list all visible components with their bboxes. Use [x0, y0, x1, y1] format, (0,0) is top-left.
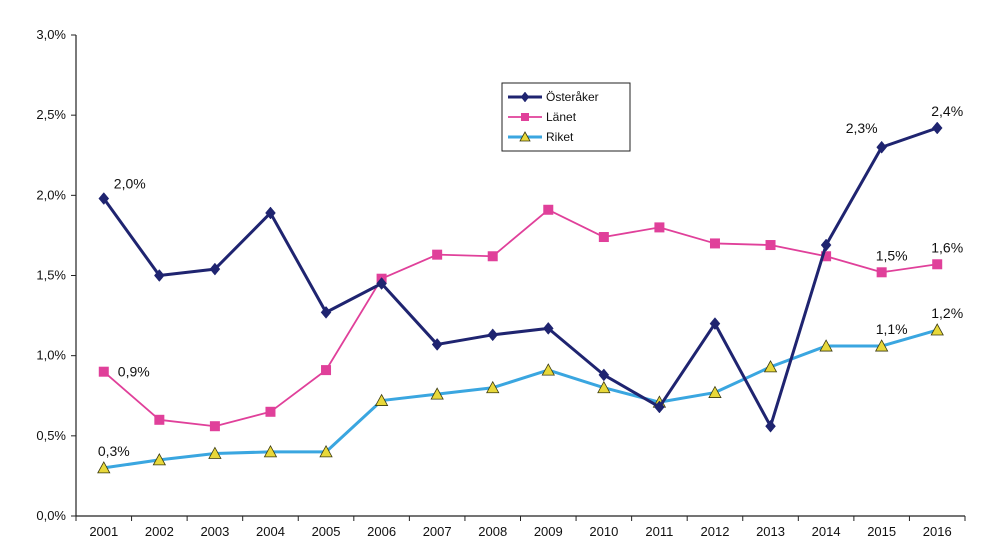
data-point: [598, 232, 609, 243]
data-point: [520, 91, 530, 103]
x-tick-label: 2014: [812, 524, 841, 539]
data-point: [876, 140, 887, 154]
data-point: [431, 338, 443, 351]
data-point: [543, 204, 554, 215]
series-line: [103, 208, 938, 428]
data-point: [432, 249, 443, 260]
data-label: 1,2%: [931, 305, 963, 321]
y-tick-label: 0,5%: [36, 428, 66, 443]
data-point: [519, 131, 531, 142]
x-tick-label: 2016: [923, 524, 952, 539]
data-point: [932, 259, 943, 270]
series-1: [98, 121, 943, 433]
legend-entry: Länet: [508, 110, 577, 124]
data-point: [154, 269, 165, 282]
data-point: [541, 363, 555, 376]
y-tick-label: 0,0%: [36, 508, 66, 523]
y-tick-label: 3,0%: [36, 27, 66, 42]
data-point: [654, 400, 665, 414]
data-point: [152, 453, 167, 466]
data-point: [709, 317, 721, 330]
data-point: [154, 414, 165, 425]
legend-label: Österåker: [546, 90, 599, 104]
x-tick-label: 2005: [312, 524, 341, 539]
data-point: [265, 206, 276, 220]
data-point: [876, 267, 887, 278]
data-point: [542, 322, 554, 335]
data-point: [931, 121, 943, 135]
data-point: [765, 240, 776, 251]
x-tick-label: 2012: [701, 524, 730, 539]
legend-entry: Riket: [508, 130, 574, 144]
series-line: [103, 328, 938, 470]
series-layer: [97, 121, 944, 474]
data-point: [263, 445, 278, 458]
data-label: 1,6%: [931, 239, 963, 255]
data-point: [208, 446, 222, 459]
x-tick-label: 2011: [645, 524, 673, 539]
axes: 0,0% 0,5% 1,0% 1,5% 2,0% 2,5% 3,0% 2001 2002 2003…: [36, 27, 966, 539]
data-point: [319, 445, 333, 458]
legend: Österåker Länet Riket: [501, 82, 631, 152]
data-point: [98, 366, 109, 377]
x-tick-label: 2015: [867, 524, 896, 539]
data-point: [487, 251, 498, 262]
x-tick-label: 2006: [367, 524, 396, 539]
y-tick-label: 2,0%: [36, 187, 66, 202]
legend-entry: Österåker: [508, 90, 599, 104]
data-label: 2,0%: [114, 176, 146, 192]
data-point: [598, 368, 610, 382]
series-3: [97, 323, 944, 474]
data-point: [521, 113, 529, 121]
data-label: 0,9%: [118, 364, 150, 380]
data-point: [321, 365, 332, 376]
data-labels: 2,0% 0,9% 0,3% 2,3% 2,4% 1,5% 1,6% 1,1% 1,2%: [98, 103, 963, 459]
y-tick-label: 1,5%: [36, 268, 66, 283]
data-point: [376, 277, 387, 290]
series-2: [98, 204, 943, 432]
data-point: [597, 380, 611, 394]
x-tick-label: 2010: [589, 524, 618, 539]
data-point: [209, 421, 220, 432]
x-tick-label: 2004: [256, 524, 285, 539]
data-point: [819, 339, 833, 352]
y-tick-label: 1,0%: [36, 348, 66, 363]
data-point: [820, 238, 832, 252]
data-point: [97, 461, 111, 474]
data-point: [487, 328, 499, 342]
data-point: [930, 323, 944, 336]
x-tick-label: 2009: [534, 524, 563, 539]
data-point: [708, 385, 722, 398]
data-label: 0,3%: [98, 443, 130, 459]
data-label: 2,4%: [931, 103, 963, 119]
data-point: [765, 419, 776, 433]
data-label: 1,1%: [876, 321, 908, 337]
legend-label: Länet: [546, 110, 577, 124]
y-tick-label: 2,5%: [36, 107, 66, 122]
data-point: [763, 360, 778, 373]
x-tick-label: 2002: [145, 524, 174, 539]
data-point: [874, 339, 889, 352]
x-tick-label: 2013: [756, 524, 785, 539]
data-point: [98, 192, 110, 205]
data-label: 1,5%: [876, 247, 908, 263]
data-point: [320, 305, 332, 319]
data-point: [209, 262, 221, 276]
x-tick-label: 2008: [478, 524, 507, 539]
data-point: [265, 406, 276, 417]
data-point: [821, 251, 832, 262]
x-tick-label: 2007: [423, 524, 452, 539]
legend-label: Riket: [546, 130, 574, 144]
data-point: [709, 238, 720, 249]
x-tick-label: 2003: [200, 524, 229, 539]
x-tick-label: 2001: [89, 524, 118, 539]
data-point: [654, 222, 665, 233]
data-point: [486, 380, 500, 394]
data-point: [430, 387, 444, 400]
series-line: [102, 126, 938, 428]
data-label: 2,3%: [846, 120, 878, 136]
data-point: [374, 393, 389, 406]
